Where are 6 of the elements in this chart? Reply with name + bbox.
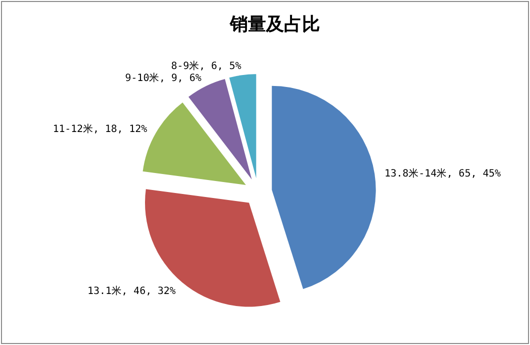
chart-title: 销量及占比 bbox=[229, 14, 320, 34]
slice-label: 11-12米, 18, 12% bbox=[52, 123, 148, 135]
slice-label: 13.8米-14米, 65, 45% bbox=[384, 168, 501, 180]
slice-label: 13.1米, 46, 32% bbox=[87, 285, 176, 298]
slice-label: 9-10米, 9, 6% bbox=[125, 72, 202, 84]
slice-label: 8-9米, 6, 5% bbox=[171, 60, 242, 72]
